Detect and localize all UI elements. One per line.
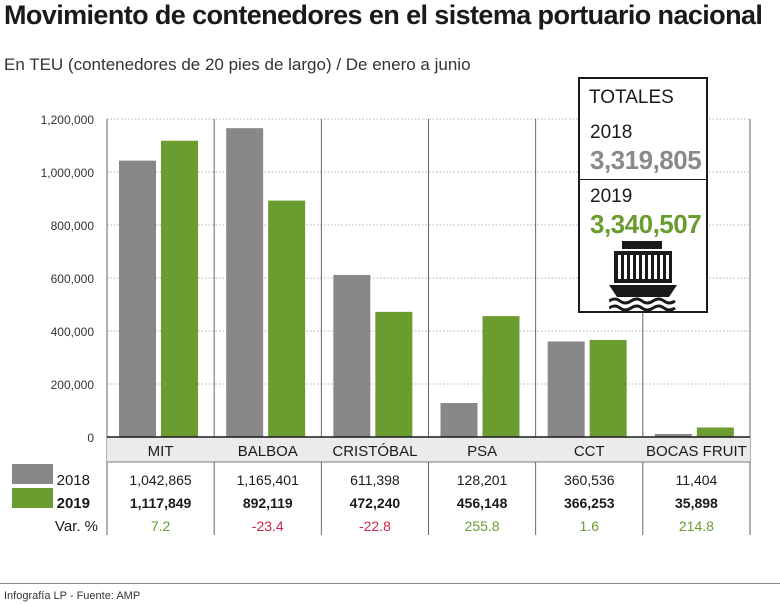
variation-label: -23.4: [252, 518, 284, 534]
value-label-2018: 360,536: [564, 472, 615, 488]
variation-label: -22.8: [359, 518, 391, 534]
cargo-ship-icon: [609, 241, 677, 311]
category-label: MIT: [148, 443, 174, 460]
value-label-2018: 1,042,865: [129, 472, 191, 488]
variation-row-label: Var. %: [55, 518, 98, 535]
category-label: BOCAS FRUIT: [646, 443, 747, 460]
y-tick-label: 1,200,000: [41, 113, 95, 127]
value-label-2019: 892,119: [243, 495, 293, 511]
legend-label-2019: 2019: [57, 495, 90, 512]
value-label-2019: 1,117,849: [130, 495, 192, 511]
value-label-2018: 11,404: [676, 472, 718, 488]
value-label-2019: 456,148: [457, 495, 508, 511]
y-tick-label: 1,000,000: [41, 166, 95, 180]
category-label: BALBOA: [238, 443, 298, 460]
value-label-2019: 35,898: [675, 495, 718, 511]
value-label-2018: 611,398: [350, 472, 400, 488]
y-tick-label: 200,000: [51, 378, 95, 392]
y-tick-label: 0: [87, 431, 94, 445]
y-tick-label: 800,000: [51, 219, 95, 233]
totals-value-2018: 3,319,805: [590, 145, 702, 175]
footer-divider: [0, 583, 780, 584]
y-tick-label: 600,000: [51, 272, 95, 286]
category-label: CRISTÓBAL: [332, 443, 417, 460]
bar-2018-mit: [119, 160, 156, 437]
legend-swatch-2018: [12, 464, 53, 484]
totals-value-2019: 3,340,507: [590, 209, 702, 239]
bar-2019-bocasfruit: [696, 427, 734, 437]
category-header-band: [107, 437, 750, 462]
chart-subtitle: En TEU (contenedores de 20 pies de largo…: [4, 55, 471, 74]
category-label: CCT: [574, 443, 605, 460]
source-credit: Infografía LP - Fuente: AMP: [4, 590, 141, 602]
value-label-2019: 472,240: [350, 495, 401, 511]
chart-title: Movimiento de contenedores en el sistema…: [4, 0, 763, 30]
variation-label: 7.2: [151, 518, 171, 534]
variation-label: 255.8: [465, 518, 500, 534]
totals-divider: [580, 179, 706, 180]
value-label-2019: 366,253: [564, 495, 615, 511]
bar-2018-cristbal: [333, 274, 371, 437]
totals-year-2018: 2018: [590, 122, 633, 143]
y-tick-label: 400,000: [51, 325, 95, 339]
value-label-2018: 128,201: [457, 472, 508, 488]
bar-2019-cristbal: [375, 311, 413, 437]
totals-title: TOTALES: [589, 87, 674, 108]
bar-2019-psa: [482, 316, 520, 437]
value-label-2018: 1,165,401: [237, 472, 299, 488]
bar-2019-mit: [161, 140, 198, 437]
bar-2018-psa: [440, 403, 478, 437]
legend-label-2018: 2018: [57, 472, 90, 489]
variation-label: 1.6: [580, 518, 600, 534]
totals-box: TOTALES 2018 3,319,805 2019 3,340,507: [578, 77, 708, 313]
bar-2018-cct: [547, 341, 585, 437]
totals-year-2019: 2019: [590, 186, 633, 207]
legend-swatch-2019: [12, 488, 53, 508]
bar-2019-cct: [589, 339, 627, 437]
variation-label: 214.8: [679, 518, 714, 534]
bar-2018-balboa: [226, 128, 264, 437]
category-label: PSA: [467, 443, 497, 460]
bar-2018-bocasfruit: [654, 433, 692, 437]
bar-2019-balboa: [268, 200, 306, 437]
